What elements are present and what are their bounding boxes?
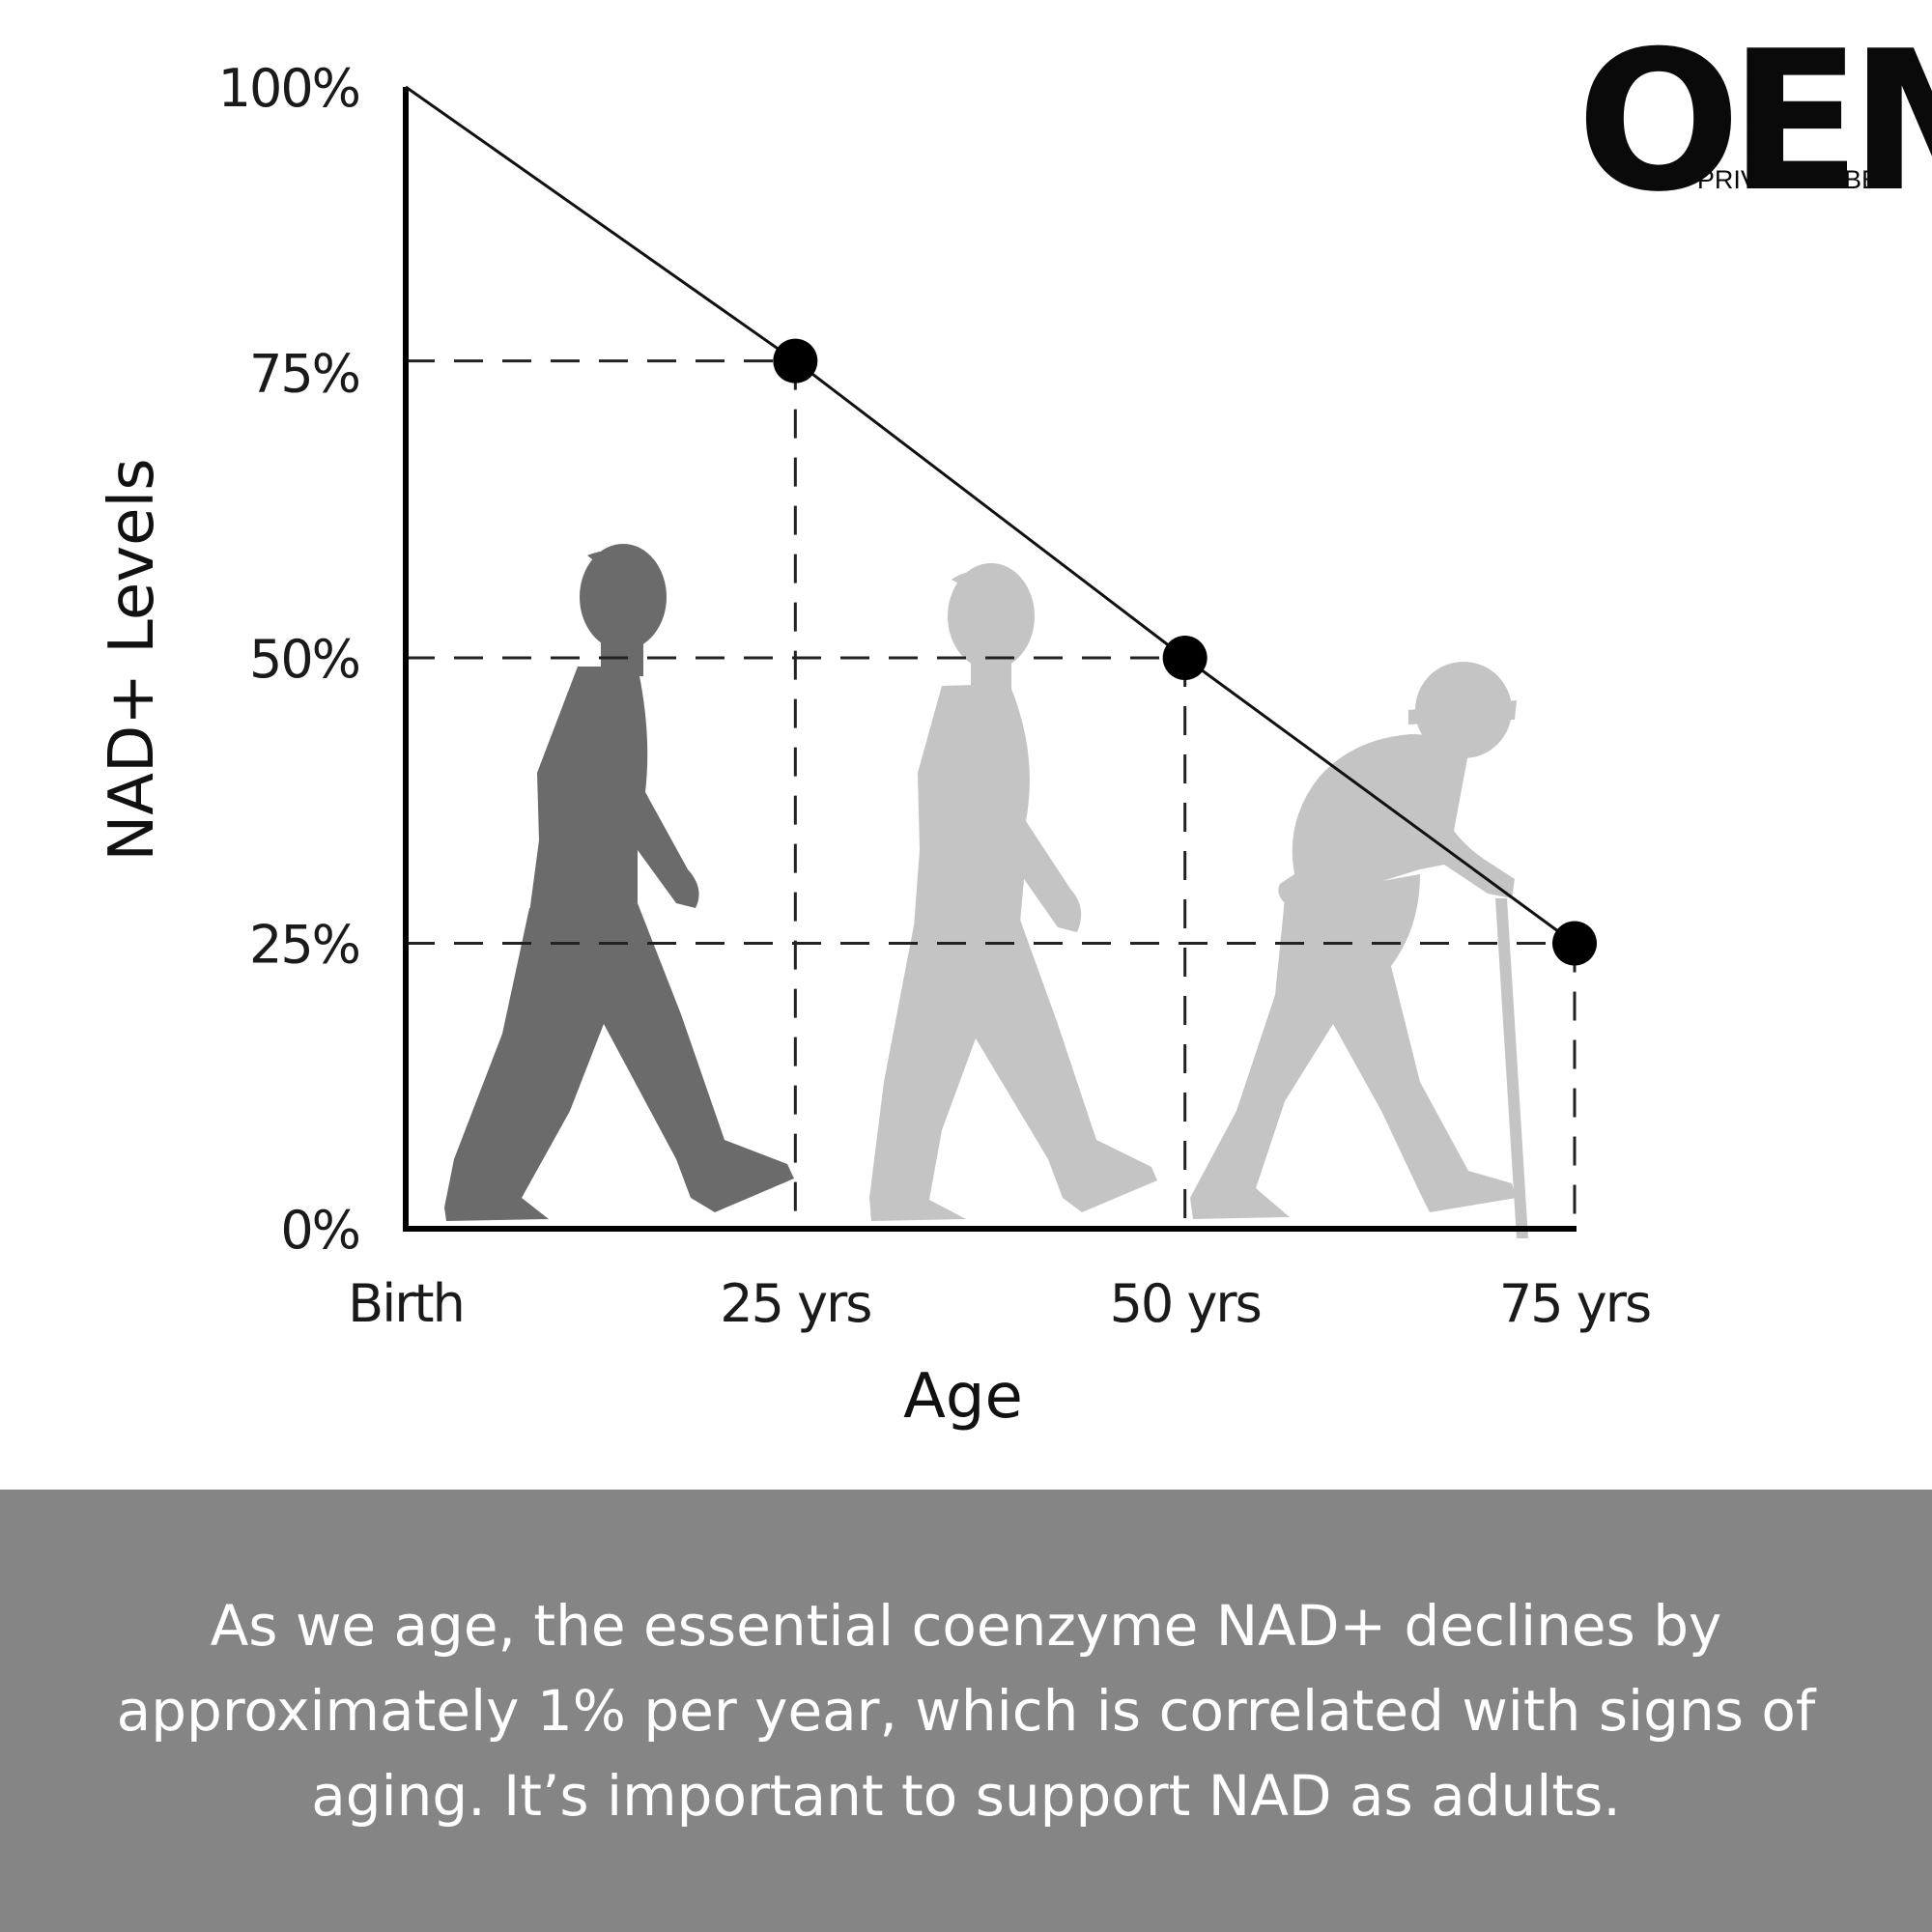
x-tick-labels: Birth 25 yrs 50 yrs 75 yrs <box>348 1273 1652 1334</box>
middle-aged-silhouette <box>869 563 1157 1221</box>
x-axis-title: Age <box>903 1361 1023 1433</box>
y-tick-labels: 0% 25% 50% 75% 100% <box>218 58 361 1261</box>
logo-main-text: OEM <box>1577 10 1932 235</box>
data-point-marker <box>1162 636 1208 680</box>
guide-lines <box>406 359 1577 1229</box>
caption-text: As we age, the essential coenzyme NAD+ d… <box>116 1593 1816 1829</box>
y-tick-label: 75% <box>249 344 359 405</box>
x-tick-label: 75 yrs <box>1499 1273 1650 1334</box>
oem-private-label-logo: OEM PRIVATE LABEL <box>1577 10 1932 235</box>
elderly-silhouette <box>1190 662 1528 1238</box>
y-tick-label: 25% <box>249 915 359 976</box>
y-tick-label: 0% <box>280 1200 359 1261</box>
logo-sub-text: PRIVATE LABEL <box>1697 165 1893 194</box>
nad-decline-chart: 0% 25% 50% 75% 100% Birth 25 yrs 50 yrs … <box>97 10 1932 1433</box>
data-point-marker <box>773 338 818 384</box>
y-tick-label: 50% <box>249 629 359 690</box>
y-tick-label: 100% <box>218 58 359 119</box>
x-tick-label: 50 yrs <box>1110 1273 1261 1334</box>
caption-panel: As we age, the essential coenzyme NAD+ d… <box>0 1490 1932 1932</box>
nad-decline-line <box>405 85 1576 945</box>
x-tick-label: Birth <box>348 1273 464 1334</box>
y-axis-title: NAD+ Levels <box>97 458 168 861</box>
young-adult-silhouette <box>444 544 794 1221</box>
data-point-marker <box>1552 921 1597 966</box>
x-tick-label: 25 yrs <box>720 1273 870 1334</box>
data-markers <box>773 338 1597 966</box>
